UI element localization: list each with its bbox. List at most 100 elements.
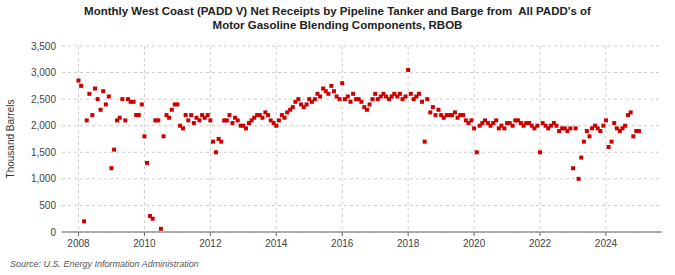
point xyxy=(475,150,479,154)
y-grid-line xyxy=(62,46,662,47)
point xyxy=(579,156,583,160)
point xyxy=(291,105,295,109)
point xyxy=(404,94,408,98)
point xyxy=(184,113,188,117)
point xyxy=(93,87,97,91)
point xyxy=(461,113,465,117)
point xyxy=(145,161,149,165)
point xyxy=(434,113,438,117)
point xyxy=(453,110,457,114)
point xyxy=(535,124,539,128)
point xyxy=(189,113,193,117)
point xyxy=(305,102,309,106)
point xyxy=(140,102,144,106)
y-tick-label: 0 xyxy=(50,227,56,238)
point xyxy=(555,124,559,128)
point xyxy=(359,100,363,104)
point xyxy=(206,113,210,117)
point xyxy=(582,140,586,144)
point xyxy=(472,126,476,130)
x-tick-label: 2016 xyxy=(331,238,354,249)
point xyxy=(313,97,317,101)
point xyxy=(425,97,429,101)
point xyxy=(511,124,515,128)
point xyxy=(283,116,287,120)
point xyxy=(351,92,355,96)
point xyxy=(214,150,218,154)
point xyxy=(373,92,377,96)
point xyxy=(112,148,116,152)
point xyxy=(585,129,589,133)
point xyxy=(208,118,212,122)
x-grid-line xyxy=(144,46,145,232)
y-grid-line xyxy=(62,205,662,206)
point xyxy=(623,124,627,128)
point xyxy=(236,118,240,122)
point xyxy=(120,97,124,101)
y-grid-line xyxy=(62,232,662,233)
point xyxy=(156,118,160,122)
y-grid-line xyxy=(62,152,662,153)
point xyxy=(409,92,413,96)
point xyxy=(197,118,201,122)
y-grid-line xyxy=(62,178,662,179)
point xyxy=(607,145,611,149)
point xyxy=(79,84,83,88)
chart: Monthly West Coast (PADD V) Net Receipts… xyxy=(0,0,675,275)
point xyxy=(417,92,421,96)
y-tick-label: 500 xyxy=(39,200,56,211)
point xyxy=(598,129,602,133)
point xyxy=(175,102,179,106)
x-tick-label: 2010 xyxy=(133,238,156,249)
point xyxy=(329,84,333,88)
x-tick xyxy=(342,232,343,236)
x-tick-label: 2018 xyxy=(397,238,420,249)
point xyxy=(274,124,278,128)
point xyxy=(151,217,155,221)
point xyxy=(230,121,234,125)
x-tick-label: 2020 xyxy=(463,238,486,249)
point xyxy=(85,118,89,122)
point xyxy=(159,227,163,231)
point xyxy=(612,121,616,125)
point xyxy=(227,113,231,117)
point xyxy=(431,105,435,109)
point xyxy=(181,126,185,130)
x-tick-label: 2008 xyxy=(67,238,90,249)
point xyxy=(428,110,432,114)
x-tick xyxy=(144,232,145,236)
point xyxy=(577,177,581,181)
x-grid-line xyxy=(474,46,475,232)
point xyxy=(192,121,196,125)
point xyxy=(170,108,174,112)
point xyxy=(260,116,264,120)
points xyxy=(76,68,640,231)
y-grid-line xyxy=(62,99,662,100)
point xyxy=(296,97,300,101)
point xyxy=(332,89,336,93)
point xyxy=(132,100,136,104)
point xyxy=(494,118,498,122)
point xyxy=(568,126,572,130)
point xyxy=(219,140,223,144)
point xyxy=(406,68,410,72)
y-grid-line xyxy=(62,125,662,126)
x-grid-line xyxy=(210,46,211,232)
point xyxy=(211,140,215,144)
y-tick-label: 2,000 xyxy=(31,120,56,131)
x-tick-label: 2014 xyxy=(265,238,288,249)
point xyxy=(137,113,141,117)
y-tick-label: 1,000 xyxy=(31,173,56,184)
point xyxy=(96,97,100,101)
point xyxy=(76,79,80,83)
point xyxy=(109,166,113,170)
point xyxy=(571,166,575,170)
x-tick xyxy=(210,232,211,236)
point xyxy=(348,100,352,104)
point xyxy=(82,219,86,223)
y-axis-label: Thousand Barrels xyxy=(5,100,16,179)
x-axis-line xyxy=(62,232,662,233)
x-grid-line xyxy=(408,46,409,232)
point xyxy=(277,118,281,122)
y-grid-line xyxy=(62,72,662,73)
